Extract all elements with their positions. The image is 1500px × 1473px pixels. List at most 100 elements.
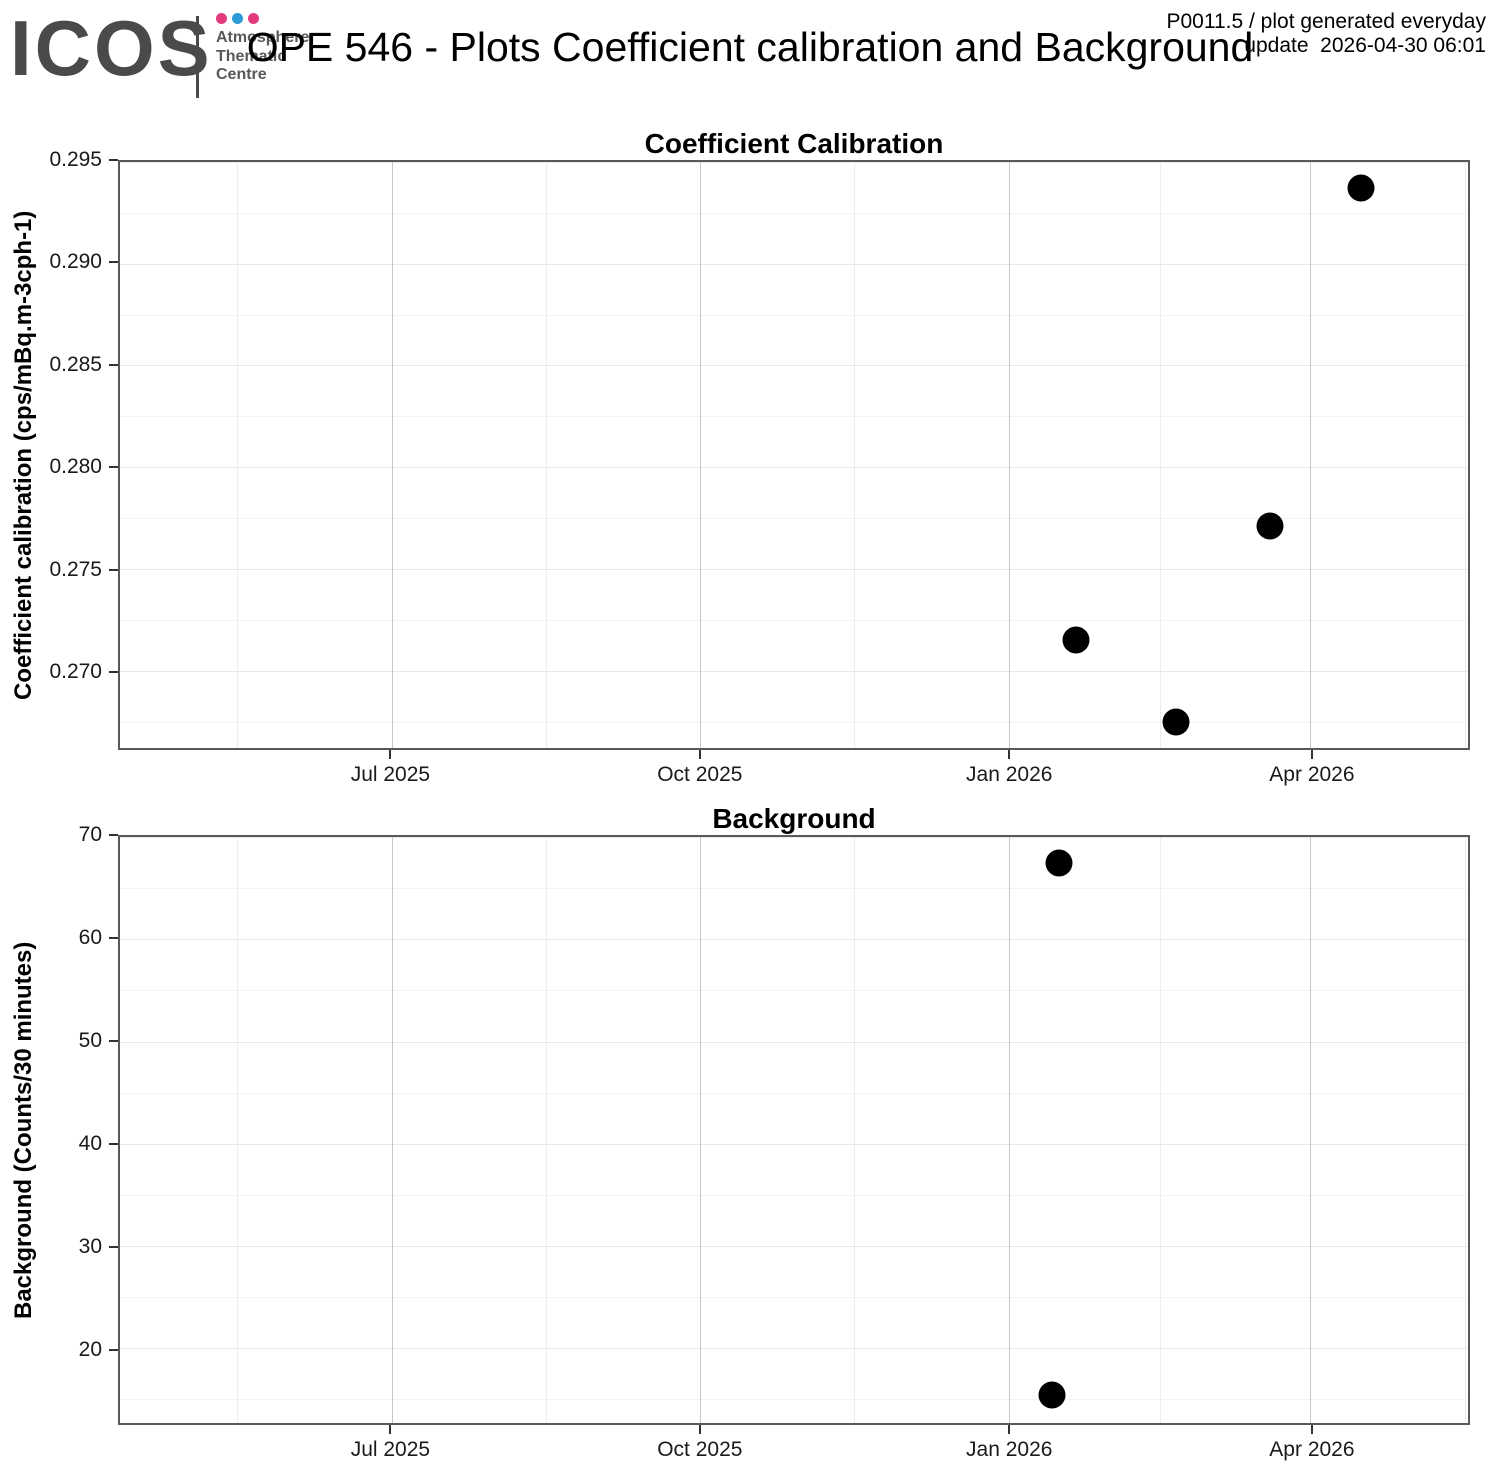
gridline-x-minor xyxy=(1159,162,1161,748)
y-tick-label: 0.285 xyxy=(49,352,102,376)
x-tick-mark xyxy=(1310,750,1313,759)
gridline-x-major xyxy=(700,837,702,1423)
y-tick-label: 30 xyxy=(78,1234,102,1258)
y-tick-label: 40 xyxy=(78,1131,102,1155)
gridline-y-major xyxy=(120,365,1468,367)
y-tick-mark xyxy=(109,671,118,674)
gridline-y-major xyxy=(120,162,1468,163)
logo-subtitle-line: Atmosphere xyxy=(216,29,310,46)
gridline-y-minor xyxy=(120,212,1468,214)
gridline-y-major xyxy=(120,1348,1468,1350)
gridline-y-minor xyxy=(120,416,1468,418)
gridline-x-minor xyxy=(854,162,856,748)
y-tick-mark xyxy=(109,363,118,366)
x-tick-label: Jan 2026 xyxy=(966,1438,1053,1461)
gridline-y-minor xyxy=(120,619,1468,621)
gridline-y-major xyxy=(120,568,1468,570)
x-tick-label: Jan 2026 xyxy=(966,763,1053,786)
gridline-y-major xyxy=(120,1041,1468,1043)
x-tick-mark xyxy=(698,750,701,759)
gridline-x-minor xyxy=(1464,837,1466,1423)
gridline-y-major xyxy=(120,467,1468,469)
y-tick-label: 60 xyxy=(78,925,102,949)
logo-dot-icon xyxy=(216,13,227,24)
y-tick-mark xyxy=(109,159,118,161)
gridline-x-minor xyxy=(854,837,856,1423)
y-tick-label: 0.275 xyxy=(49,557,102,581)
plot-meta-line1: P0011.5 / plot generated everyday xyxy=(1166,10,1486,33)
y-tick-label: 50 xyxy=(78,1028,102,1052)
gridline-y-minor xyxy=(120,1399,1468,1401)
gridline-y-minor xyxy=(120,1092,1468,1094)
y-tick-label: 0.270 xyxy=(49,660,102,684)
gridline-x-minor xyxy=(237,837,239,1423)
gridline-x-major xyxy=(391,837,393,1423)
data-point xyxy=(1256,512,1284,540)
x-tick-label: Oct 2025 xyxy=(657,1438,743,1461)
gridline-x-major xyxy=(1310,162,1312,748)
gridline-x-minor xyxy=(1464,162,1466,748)
x-tick-label: Oct 2025 xyxy=(657,763,743,786)
gridline-y-minor xyxy=(120,1297,1468,1299)
gridline-y-minor xyxy=(120,314,1468,316)
x-tick-mark xyxy=(1008,750,1011,759)
plot-panel xyxy=(118,835,1470,1425)
gridline-x-major xyxy=(1310,837,1312,1423)
x-tick-mark xyxy=(389,750,392,759)
x-tick-mark xyxy=(389,1425,392,1434)
y-axis: 70 60 50 40 30 20 xyxy=(0,823,118,1425)
y-tick-mark xyxy=(109,261,118,264)
x-tick-mark xyxy=(698,1425,701,1434)
plot-panel xyxy=(118,160,1470,750)
logo-subtitle-line: Thematic xyxy=(216,47,287,65)
data-point xyxy=(1045,849,1073,877)
gridline-y-minor xyxy=(120,990,1468,992)
gridline-x-major xyxy=(700,162,702,748)
y-tick-label: 0.280 xyxy=(49,455,102,479)
data-point xyxy=(1062,626,1090,654)
logo-dot-icon xyxy=(248,13,259,24)
gridline-x-major xyxy=(391,162,393,748)
plot-meta-line2: update 2026-04-30 06:01 xyxy=(1244,34,1486,58)
gridline-x-major xyxy=(1008,837,1010,1423)
y-tick-mark xyxy=(109,1039,118,1042)
y-tick-mark xyxy=(109,834,118,836)
y-tick-label: 0.290 xyxy=(49,250,102,274)
x-axis: Jul 2025 Oct 2025 Jan 2026 Apr 2026 xyxy=(118,750,1470,798)
gridline-x-minor xyxy=(1159,837,1161,1423)
gridline-x-minor xyxy=(545,837,547,1423)
y-tick-label: 0.295 xyxy=(49,148,102,171)
y-tick-mark xyxy=(109,1245,118,1248)
y-tick-mark xyxy=(109,466,118,469)
x-tick-label: Apr 2026 xyxy=(1269,763,1355,786)
chart-title: Coefficient Calibration xyxy=(644,128,944,159)
y-tick-mark xyxy=(109,936,118,939)
x-tick-mark xyxy=(1008,1425,1011,1434)
gridline-y-minor xyxy=(120,721,1468,723)
y-axis: 0.295 0.290 0.285 0.280 0.275 0.270 xyxy=(0,148,118,750)
data-point xyxy=(1162,708,1190,736)
x-tick-mark xyxy=(1310,1425,1313,1434)
x-tick-label: Jul 2025 xyxy=(350,763,431,786)
gridline-x-minor xyxy=(545,162,547,748)
logo-divider xyxy=(196,16,199,98)
page-title: OPE 546 - Plots Coefficient calibration … xyxy=(246,24,1254,70)
gridline-x-minor xyxy=(237,162,239,748)
gridline-y-major xyxy=(120,1143,1468,1145)
y-tick-mark xyxy=(109,1142,118,1145)
gridline-y-minor xyxy=(120,1194,1468,1196)
logo-dots xyxy=(216,13,259,24)
logo-dot-icon xyxy=(232,13,243,24)
gridline-x-major xyxy=(1008,162,1010,748)
gridline-y-major xyxy=(120,1246,1468,1248)
gridline-y-major xyxy=(120,263,1468,265)
logo-subtitle: Atmosphere Thematic Centre xyxy=(216,29,309,85)
y-tick-label: 20 xyxy=(78,1337,102,1361)
gridline-y-major xyxy=(120,939,1468,941)
gridline-y-major xyxy=(120,670,1468,672)
icos-logo: ICOS xyxy=(10,4,213,92)
plot-meta: P0011.5 / plot generated everyday update… xyxy=(1166,10,1486,58)
gridline-y-minor xyxy=(120,518,1468,520)
x-axis: Jul 2025 Oct 2025 Jan 2026 Apr 2026 xyxy=(118,1425,1470,1473)
chart-title: Background xyxy=(712,803,876,834)
